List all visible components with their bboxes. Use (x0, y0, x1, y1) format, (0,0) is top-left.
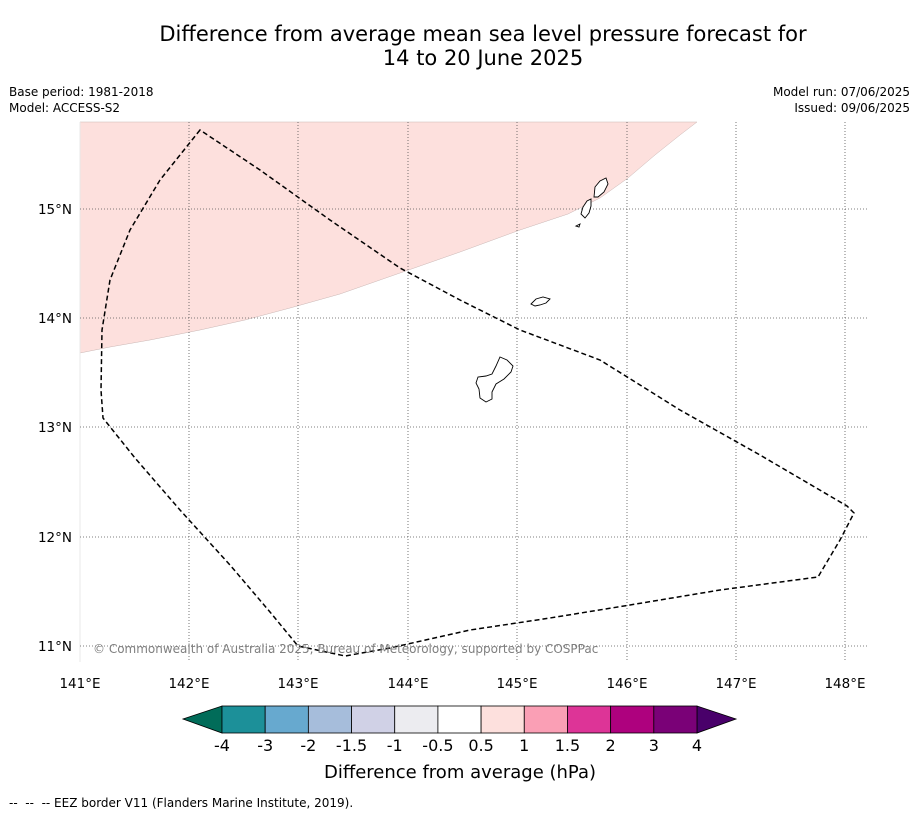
title-line-1: Difference from average mean sea level p… (159, 22, 807, 46)
colorbar-tick-label: -3 (257, 736, 273, 755)
island-saipan (593, 177, 609, 198)
lat-tick-labels: 15°N 14°N 13°N 12°N 11°N (38, 202, 72, 655)
colorbar-segment (221, 705, 266, 734)
colorbar-segment (610, 705, 655, 734)
colorbar-tick-label: -0.5 (422, 736, 453, 755)
islands (475, 177, 609, 403)
map-panel (79, 121, 867, 662)
colorbar-segment (437, 705, 482, 734)
colorbar-tick-label: -1 (387, 736, 403, 755)
lat-tick-label: 12°N (38, 530, 72, 546)
lat-tick-label: 15°N (38, 202, 72, 218)
pressure-anomaly-region (79, 121, 698, 354)
colorbar-over-arrow (696, 705, 738, 734)
lon-tick-label: 141°E (59, 676, 100, 692)
lon-tick-label: 147°E (715, 676, 756, 692)
gridlines (80, 122, 867, 662)
colorbar-segment (351, 705, 396, 734)
chart-title: Difference from average mean sea level p… (0, 22, 919, 70)
colorbar-tick-label: -1.5 (336, 736, 367, 755)
colorbar-tick-label: 1 (519, 736, 529, 755)
colorbar-tick-label: -2 (300, 736, 316, 755)
colorbar-segment (653, 705, 698, 734)
colorbar-segment (307, 705, 352, 734)
colorbar-segment (523, 705, 568, 734)
copyright-credit: © Commonwealth of Australia 2025, Bureau… (93, 642, 598, 656)
island-guam (475, 356, 514, 403)
colorbar-tick-label: 0.5 (468, 736, 493, 755)
model-name: Model: ACCESS-S2 (9, 101, 121, 115)
colorbar-tick-label: -4 (214, 736, 230, 755)
meta-left: Base period: 1981-2018 Model: ACCESS-S2 (9, 84, 154, 116)
model-run: Model run: 07/06/2025 (772, 85, 910, 99)
colorbar-label: Difference from average (hPa) (324, 762, 596, 783)
colorbar-tick-label: 3 (649, 736, 659, 755)
colorbar-tick-label: 1.5 (555, 736, 580, 755)
lat-tick-label: 13°N (38, 420, 72, 436)
issued-date: Issued: 09/06/2025 (794, 101, 910, 115)
lat-tick-label: 11°N (38, 639, 72, 655)
island-aguijan (574, 223, 581, 228)
colorbar-segment (264, 705, 309, 734)
colorbar-tick-label: 2 (606, 736, 616, 755)
lon-tick-label: 148°E (824, 676, 865, 692)
colorbar-segment (394, 705, 439, 734)
lon-tick-label: 144°E (387, 676, 428, 692)
lon-tick-labels: 141°E 142°E 143°E 144°E 145°E 146°E 147°… (59, 676, 865, 692)
colorbar-tick-label: 4 (692, 736, 702, 755)
colorbar-under-arrow (181, 705, 223, 734)
colorbar-segment (480, 705, 525, 734)
lat-tick-label: 14°N (38, 311, 72, 327)
title-line-2: 14 to 20 June 2025 (382, 46, 584, 70)
base-period: Base period: 1981-2018 (9, 85, 154, 99)
lon-tick-label: 142°E (168, 676, 209, 692)
lon-tick-label: 145°E (496, 676, 537, 692)
colorbar: -4 -3 -2 -1.5 -1 -0.5 0.5 1 1.5 2 3 4 (181, 705, 738, 755)
colorbar-segment (567, 705, 612, 734)
lon-tick-label: 146°E (606, 676, 647, 692)
meta-right: Model run: 07/06/2025 Issued: 09/06/2025 (773, 84, 910, 116)
island-tinian (580, 198, 592, 219)
eez-legend-footnote: -- -- -- EEZ border V11 (Flanders Marine… (9, 796, 354, 810)
island-rota (530, 296, 551, 307)
lon-tick-label: 143°E (277, 676, 318, 692)
